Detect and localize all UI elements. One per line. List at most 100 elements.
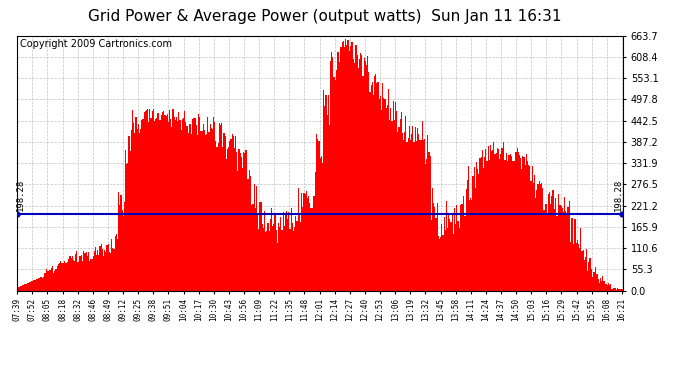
Bar xyxy=(434,207,435,291)
Bar xyxy=(471,200,473,291)
Bar xyxy=(603,281,604,291)
Bar xyxy=(193,118,195,291)
Bar xyxy=(343,41,344,291)
Bar xyxy=(82,261,83,291)
Bar xyxy=(529,166,531,291)
Bar xyxy=(229,141,230,291)
Bar xyxy=(19,286,21,291)
Bar xyxy=(212,129,213,291)
Bar xyxy=(455,224,456,291)
Bar xyxy=(571,218,572,291)
Bar xyxy=(560,206,562,291)
Bar xyxy=(592,277,593,291)
Bar xyxy=(52,266,53,291)
Bar xyxy=(227,148,228,291)
Bar xyxy=(457,221,459,291)
Bar xyxy=(138,124,139,291)
Bar xyxy=(230,140,232,291)
Bar xyxy=(609,285,611,291)
Bar xyxy=(137,129,138,291)
Bar xyxy=(86,252,87,291)
Text: Copyright 2009 Cartronics.com: Copyright 2009 Cartronics.com xyxy=(20,39,172,50)
Bar xyxy=(242,168,243,291)
Bar xyxy=(611,288,613,291)
Bar xyxy=(357,55,358,291)
Bar xyxy=(204,130,205,291)
Bar xyxy=(128,136,130,291)
Bar xyxy=(367,56,368,291)
Bar xyxy=(235,136,236,291)
Bar xyxy=(373,94,374,291)
Bar xyxy=(338,52,339,291)
Bar xyxy=(425,164,426,291)
Bar xyxy=(482,150,483,291)
Bar xyxy=(315,171,316,291)
Bar xyxy=(135,117,137,291)
Bar xyxy=(350,46,351,291)
Bar xyxy=(543,210,544,291)
Bar xyxy=(120,195,121,291)
Bar xyxy=(45,273,46,291)
Bar xyxy=(352,42,353,291)
Bar xyxy=(262,224,263,291)
Bar xyxy=(355,45,357,291)
Bar xyxy=(23,285,24,291)
Bar xyxy=(406,142,408,291)
Bar xyxy=(433,203,434,291)
Bar xyxy=(621,289,622,291)
Bar xyxy=(347,40,348,291)
Bar xyxy=(275,230,277,291)
Bar xyxy=(478,174,480,291)
Bar xyxy=(266,231,268,291)
Bar xyxy=(396,111,397,291)
Bar xyxy=(111,239,112,291)
Bar xyxy=(50,270,51,291)
Bar xyxy=(282,212,284,291)
Bar xyxy=(470,198,471,291)
Bar xyxy=(324,105,326,291)
Bar xyxy=(161,115,162,291)
Bar xyxy=(616,290,618,291)
Bar xyxy=(248,179,249,291)
Bar xyxy=(428,152,430,291)
Bar xyxy=(534,175,535,291)
Bar xyxy=(493,142,495,291)
Bar xyxy=(591,269,592,291)
Bar xyxy=(249,170,250,291)
Bar xyxy=(175,120,176,291)
Bar xyxy=(512,161,513,291)
Bar xyxy=(442,235,444,291)
Bar xyxy=(401,112,402,291)
Bar xyxy=(578,244,579,291)
Bar xyxy=(32,281,34,291)
Bar xyxy=(222,147,224,291)
Bar xyxy=(148,122,149,291)
Bar xyxy=(541,183,542,291)
Bar xyxy=(301,194,302,291)
Bar xyxy=(188,124,190,291)
Bar xyxy=(295,216,297,291)
Bar xyxy=(310,208,311,291)
Text: 198.28: 198.28 xyxy=(614,179,623,212)
Bar xyxy=(271,208,272,291)
Bar xyxy=(456,205,457,291)
Bar xyxy=(228,147,229,291)
Bar xyxy=(316,134,317,291)
Bar xyxy=(364,58,365,291)
Bar xyxy=(542,188,543,291)
Bar xyxy=(402,133,403,291)
Bar xyxy=(604,284,606,291)
Bar xyxy=(84,254,86,291)
Bar xyxy=(570,242,571,291)
Bar xyxy=(65,263,66,291)
Bar xyxy=(595,267,596,291)
Bar xyxy=(200,131,201,291)
Bar xyxy=(415,141,417,291)
Bar xyxy=(236,152,237,291)
Bar xyxy=(564,197,565,291)
Bar xyxy=(580,228,582,291)
Bar xyxy=(459,228,460,291)
Bar xyxy=(199,117,200,291)
Bar xyxy=(139,134,140,291)
Bar xyxy=(258,229,259,291)
